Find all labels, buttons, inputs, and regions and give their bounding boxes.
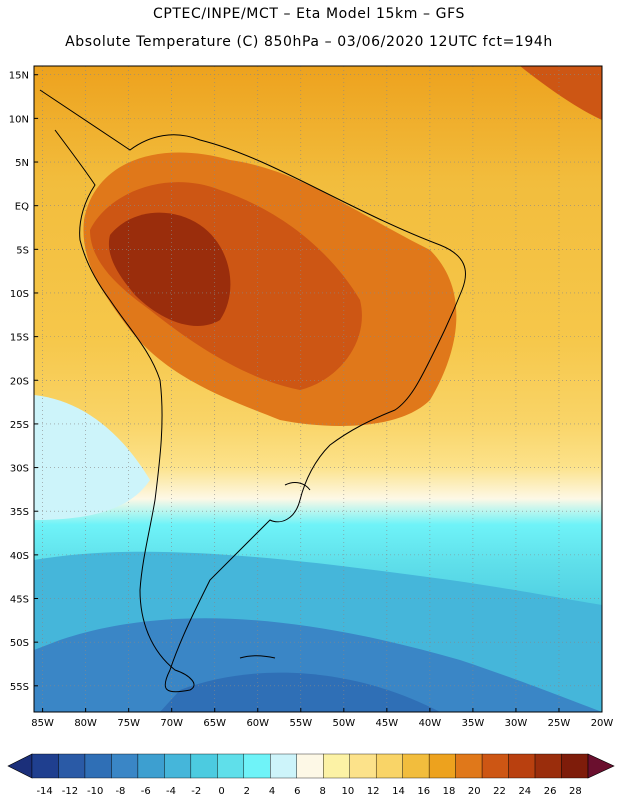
south-america-outline [39, 89, 466, 693]
longitude-label: 25W [548, 718, 571, 729]
longitude-label: 55W [289, 718, 312, 729]
latitude-labels: 15N 10N 5N EQ 5S 10S 15S 20S 25S 30S 35S 40S 45S 50S 5… [9, 71, 38, 693]
colorbar-swatch [349, 753, 377, 779]
colorbar-swatch [561, 753, 589, 779]
colorbar-swatch [137, 753, 165, 779]
colorbar-label: -4 [166, 786, 176, 797]
colorbar-label: -6 [141, 786, 151, 797]
latitude-label: 10S [10, 289, 29, 300]
colorbar-label: 10 [342, 786, 355, 797]
rio-de-la-plata [284, 482, 311, 491]
longitude-label: 65W [203, 718, 226, 729]
colorbar-swatch [296, 753, 324, 779]
warm-ocean-corner [520, 66, 602, 120]
colorbar-swatch [402, 753, 430, 779]
latitude-label: 20S [10, 376, 29, 387]
latitude-label: 15S [10, 333, 29, 344]
colorbar-swatch [164, 753, 192, 779]
longitude-label: 40W [419, 718, 442, 729]
colorbar-label: 0 [218, 786, 224, 797]
latitude-label: 5S [16, 245, 29, 256]
colorbar-swatch [428, 753, 456, 779]
colorbar-label: 4 [269, 786, 275, 797]
temperature-field [34, 66, 602, 712]
colorbar-swatch [323, 753, 350, 779]
longitude-label: 45W [376, 718, 399, 729]
colorbar-swatch [481, 753, 509, 779]
colorbar-label: -2 [191, 786, 201, 797]
colorbar-label: 6 [294, 786, 300, 797]
latitude-label: 10N [9, 114, 29, 125]
colorbar-label: 16 [417, 786, 430, 797]
colorbar-below-arrow [7, 753, 33, 779]
latitude-label: 55S [10, 682, 29, 693]
longitude-labels: 85W 80W 75W 70W 65W 60W 55W 50W 45W 40W 35W 30W 25W 2… [31, 708, 613, 729]
longitude-label: 60W [246, 718, 269, 729]
falkland-islands [239, 655, 276, 659]
latitude-label: 5N [15, 158, 29, 169]
colorbar-label: 14 [392, 786, 405, 797]
longitude-label: 85W [31, 718, 54, 729]
coastline [39, 89, 466, 693]
colorbar-swatch [58, 753, 86, 779]
colorbar-swatch [534, 753, 562, 779]
longitude-label: 80W [74, 718, 97, 729]
colorbar [7, 753, 615, 779]
longitude-label: 20W [591, 718, 614, 729]
colorbar-swatch [111, 753, 139, 779]
colorbar-label: -8 [115, 786, 125, 797]
colorbar-swatch [508, 753, 536, 779]
latitude-label: 50S [10, 638, 29, 649]
colorbar-swatch [31, 753, 59, 779]
hottest-land-zone [108, 212, 231, 326]
cool-pacific-tongue [34, 395, 150, 520]
colorbar-swatch [84, 753, 112, 779]
latitude-label: 40S [10, 551, 29, 562]
colorbar-label: 28 [569, 786, 582, 797]
graticule [34, 66, 603, 712]
latitude-label: 30S [10, 464, 29, 475]
map-frame [33, 65, 603, 713]
longitude-label: 30W [505, 718, 528, 729]
colorbar-label: 24 [518, 786, 531, 797]
longitude-label: 35W [462, 718, 485, 729]
colorbar-swatch [243, 753, 271, 779]
latitude-label: 15N [9, 71, 29, 82]
latitude-label: EQ [15, 202, 29, 213]
colorbar-swatch [217, 753, 245, 779]
colorbar-label: -10 [87, 786, 103, 797]
colorbar-label: 12 [367, 786, 380, 797]
colorbar-label: 22 [493, 786, 506, 797]
colorbar-swatch [190, 753, 218, 779]
title-line-1: CPTEC/INPE/MCT – Eta Model 15km – GFS [152, 6, 466, 22]
colorbar-label: 2 [244, 786, 250, 797]
colorbar-labels: -14 -12 -10 -8 -6 -4 -2 0 2 4 6 8 10 12 14 16 18 20 22 24 26… [36, 786, 581, 797]
longitude-label: 50W [333, 718, 356, 729]
coldest-ocean-zone [160, 672, 440, 712]
colorbar-label: -12 [62, 786, 78, 797]
colorbar-label: 20 [468, 786, 481, 797]
colorbar-label: -14 [36, 786, 52, 797]
latitude-label: 35S [10, 507, 29, 518]
colorbar-swatch [455, 753, 483, 779]
longitude-label: 70W [160, 718, 183, 729]
colorbar-above-arrow [587, 753, 615, 779]
colorbar-label: 8 [319, 786, 325, 797]
colorbar-label: 18 [443, 786, 456, 797]
colorbar-swatch [270, 753, 297, 779]
cold-ocean-zone [34, 618, 602, 712]
title-line-2: Absolute Temperature (C) 850hPa – 03/06/… [65, 34, 553, 50]
colorbar-label: 26 [544, 786, 557, 797]
longitude-label: 75W [117, 718, 140, 729]
latitude-label: 25S [10, 420, 29, 431]
colorbar-swatch [375, 753, 403, 779]
latitude-label: 45S [10, 595, 29, 606]
